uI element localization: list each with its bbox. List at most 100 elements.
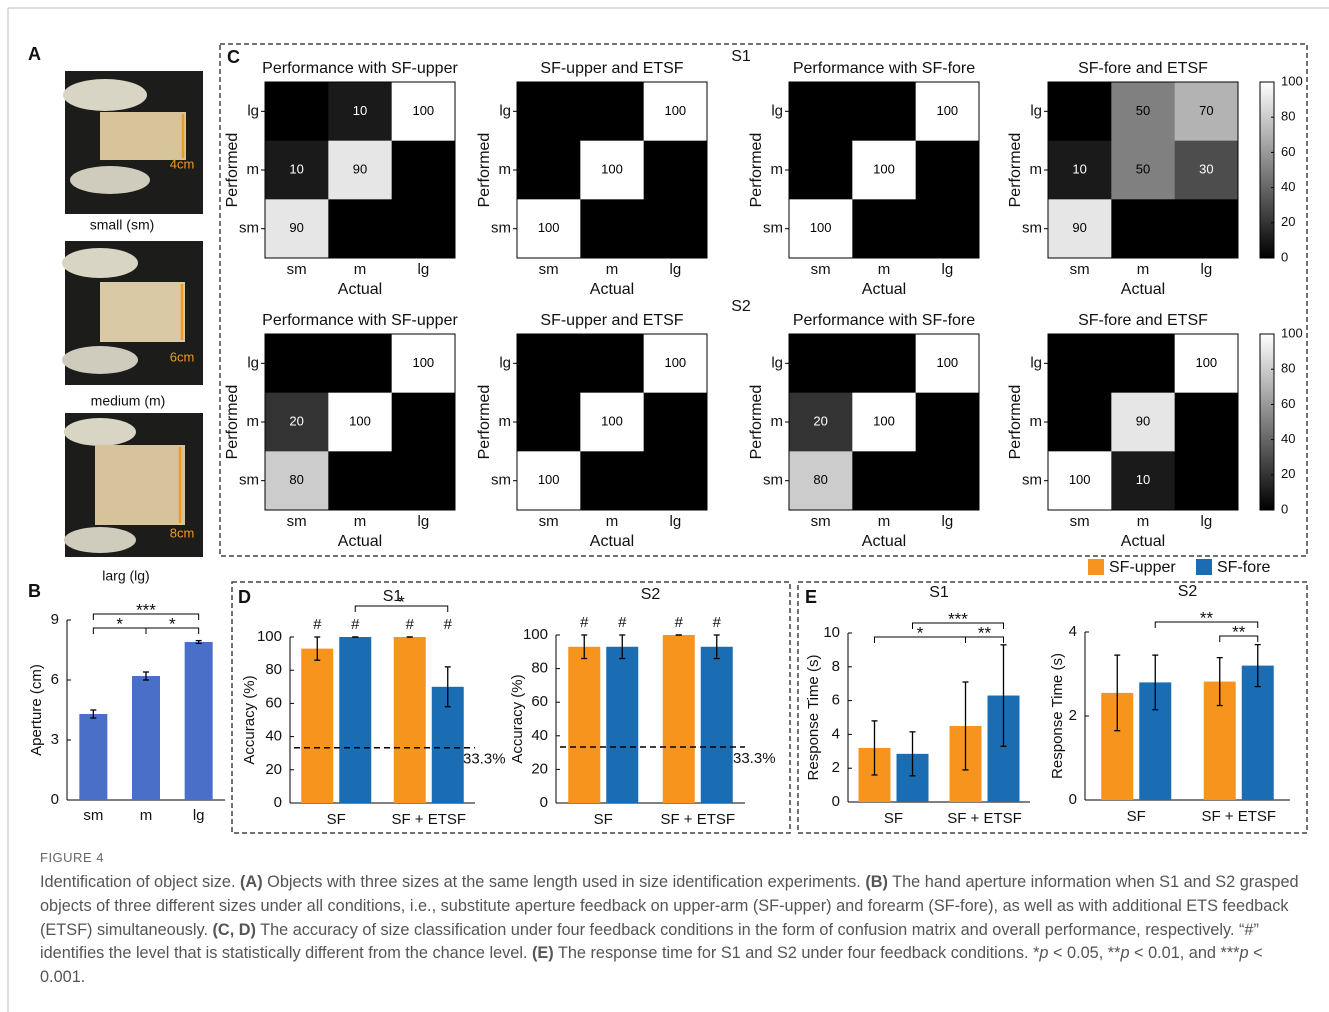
- cell-label: 90: [1072, 220, 1086, 235]
- legend-label: SF-upper: [1109, 559, 1176, 576]
- panel-letter: B: [28, 581, 41, 601]
- size-label: 8cm: [170, 525, 195, 540]
- significance-label: ***: [948, 609, 968, 628]
- y-axis-label: Performed: [476, 385, 493, 460]
- caption-text: (C, D): [213, 921, 256, 939]
- x-tick-label: m: [140, 807, 153, 824]
- cell-label: 50: [1136, 103, 1150, 118]
- bar-note: #: [444, 616, 453, 633]
- bar: [301, 649, 333, 803]
- size-label: 6cm: [170, 349, 195, 364]
- heatmap-cell: [852, 82, 916, 141]
- heatmap-cell: [517, 334, 581, 393]
- heatmap-cell: [392, 451, 456, 510]
- y-tick-label: 10: [823, 624, 840, 641]
- heatmap-cell: [852, 199, 916, 258]
- significance-label: *: [169, 614, 176, 633]
- heatmap-cell: [1175, 393, 1239, 452]
- cell-label: 100: [538, 220, 560, 235]
- cell-label: 10: [289, 161, 303, 176]
- bar: [132, 676, 160, 800]
- x-axis-label: Actual: [338, 281, 382, 298]
- chance-label: 33.3%: [463, 751, 506, 768]
- x-tick-label: m: [1137, 513, 1150, 530]
- x-axis-label: Actual: [590, 281, 634, 298]
- bar: [701, 647, 733, 803]
- chart-title: SF-upper and ETSF: [540, 60, 683, 77]
- y-tick-label: 100: [257, 628, 282, 645]
- y-axis-label: Response Time (s): [805, 655, 822, 781]
- y-tick-label: lg: [771, 354, 783, 371]
- y-tick-label: m: [499, 413, 512, 430]
- cell-label: 80: [289, 472, 303, 487]
- cell-label: 100: [664, 355, 686, 370]
- chart-title: Performance with SF-fore: [793, 312, 975, 329]
- y-tick-label: 3: [51, 731, 59, 748]
- x-tick-label: SF: [594, 811, 613, 828]
- heatmap-cell: [265, 82, 329, 141]
- y-tick-label: sm: [239, 472, 259, 489]
- heatmap-cell: [644, 393, 708, 452]
- cell-label: 90: [289, 220, 303, 235]
- significance-label: *: [398, 592, 405, 611]
- y-tick-label: 80: [265, 661, 282, 678]
- x-tick-label: sm: [811, 513, 831, 530]
- x-tick-label: sm: [1070, 261, 1090, 278]
- heatmap-cell: [1048, 334, 1112, 393]
- y-tick-label: m: [247, 161, 260, 178]
- y-tick-label: 20: [265, 761, 282, 778]
- bar-note: #: [713, 614, 722, 631]
- y-tick-label: 0: [274, 794, 282, 811]
- figure-canvas: A B C D E S1 S2 4cm 6cm 8cm small (sm) m…: [0, 0, 1329, 1012]
- x-axis-label: Actual: [338, 533, 382, 550]
- y-tick-label: m: [1030, 413, 1043, 430]
- heatmap-cell: [916, 451, 980, 510]
- x-tick-label: lg: [193, 807, 205, 824]
- legend-swatch: [1196, 559, 1212, 575]
- chart-title: S1: [929, 584, 949, 601]
- panel-letter: D: [238, 587, 251, 607]
- x-tick-label: m: [606, 513, 619, 530]
- x-axis-label: Actual: [862, 281, 906, 298]
- x-tick-label: lg: [669, 261, 681, 278]
- photo: 8cm: [64, 413, 203, 557]
- y-tick-label: m: [247, 413, 260, 430]
- heatmap-cell: [644, 141, 708, 200]
- cell-label: 100: [349, 413, 371, 428]
- colorbar-tick-label: 0: [1281, 249, 1288, 264]
- colorbar-tick-label: 40: [1281, 179, 1295, 194]
- bar-note: #: [313, 616, 322, 633]
- x-tick-label: sm: [1070, 513, 1090, 530]
- x-tick-label: lg: [417, 261, 429, 278]
- significance-label: *: [116, 614, 123, 633]
- heatmap-cell: [1111, 334, 1175, 393]
- y-tick-label: lg: [247, 354, 259, 371]
- heatmap-cell: [1175, 199, 1239, 258]
- caption-text: (E): [532, 944, 554, 962]
- y-axis-label: Aperture (cm): [28, 664, 45, 756]
- x-tick-label: lg: [1200, 513, 1212, 530]
- y-axis-label: Performed: [224, 133, 241, 208]
- heatmap-cell: [517, 141, 581, 200]
- cell-label: 30: [1199, 161, 1213, 176]
- y-tick-label: 100: [523, 626, 548, 643]
- colorbar-tick-label: 60: [1281, 144, 1295, 159]
- y-tick-label: 0: [51, 791, 59, 808]
- heatmap-cell: [580, 82, 644, 141]
- caption-text: Identification of object size.: [40, 873, 240, 891]
- heatmap-cell: [644, 199, 708, 258]
- x-tick-label: m: [878, 261, 891, 278]
- x-tick-label: lg: [1200, 261, 1212, 278]
- x-tick-label: m: [354, 513, 367, 530]
- cell-label: 100: [664, 103, 686, 118]
- heatmap-cell: [1048, 82, 1112, 141]
- bar-note: #: [675, 614, 684, 631]
- colorbar: [1260, 82, 1274, 258]
- subject-label: S1: [731, 48, 751, 65]
- cell-label: 100: [1069, 472, 1091, 487]
- heatmap-cell: [580, 451, 644, 510]
- chart-title: SF-fore and ETSF: [1078, 312, 1208, 329]
- heatmap-cell: [1175, 451, 1239, 510]
- heatmap-cell: [580, 199, 644, 258]
- size-label: 4cm: [170, 156, 195, 171]
